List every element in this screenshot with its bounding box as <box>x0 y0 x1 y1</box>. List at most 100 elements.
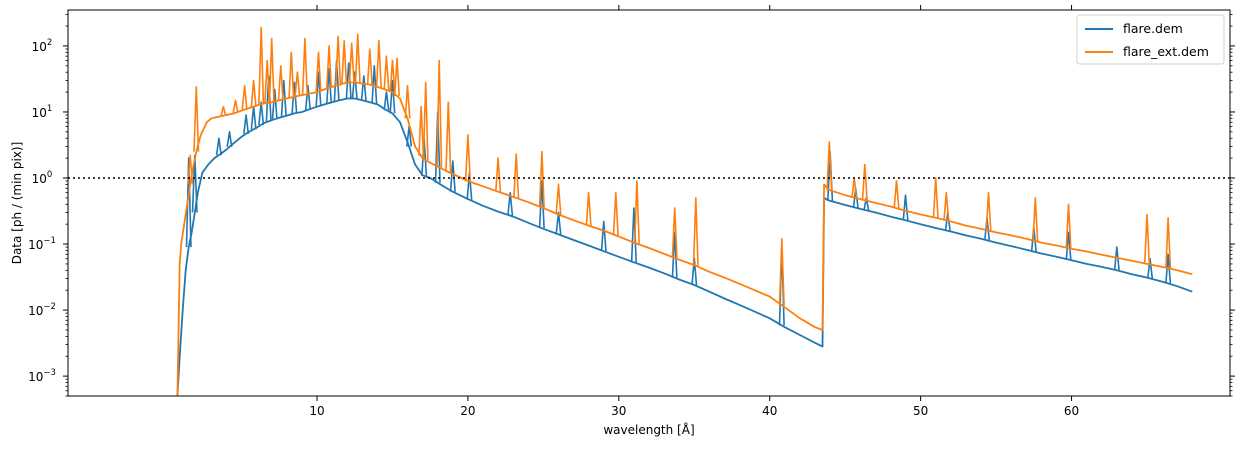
series-1-emission-line-26 <box>422 81 429 161</box>
x-tick-label-5: 60 <box>1064 404 1079 418</box>
series-0-emission-line-31 <box>671 231 678 278</box>
series-1-emission-line-39 <box>778 238 785 306</box>
series-1-emission-line-43 <box>893 180 900 209</box>
y-tick-label-0: 10−3 <box>28 368 56 384</box>
series-0-emission-line-10 <box>291 81 298 114</box>
series-1-emission-line-47 <box>1032 197 1039 242</box>
series-0-emission-line-18 <box>371 65 378 104</box>
series-0-emission-line-12 <box>315 71 322 107</box>
series-0-emission-line-13 <box>326 68 333 104</box>
series-1-emission-line-29 <box>464 134 471 182</box>
series-1-emission-line-16 <box>341 39 348 84</box>
series-1-emission-line-7 <box>264 59 271 103</box>
series-0-emission-line-28 <box>555 211 562 235</box>
series-0-emission-line-5 <box>250 105 257 130</box>
series-line-flare-dem <box>176 97 1193 396</box>
series-0-emission-line-17 <box>360 75 367 101</box>
series-1-emission-line-11 <box>294 71 301 97</box>
series-1-emission-line-1 <box>193 86 200 152</box>
legend-label-flare-dem: flare.dem <box>1123 21 1183 36</box>
series-1-emission-line-45 <box>943 191 950 221</box>
x-tick-label-2: 30 <box>611 404 626 418</box>
series-1-emission-line-22 <box>389 59 396 93</box>
series-1-emission-line-37 <box>671 207 678 258</box>
series-layer <box>176 26 1193 396</box>
series-1-emission-line-20 <box>375 39 382 88</box>
series-1-emission-line-28 <box>445 101 452 172</box>
series-1-emission-line-18 <box>354 33 361 83</box>
series-1-emission-line-36 <box>633 180 640 244</box>
series-0-emission-line-27 <box>538 180 545 229</box>
series-1-emission-line-42 <box>861 163 868 201</box>
series-0-emission-line-0 <box>185 157 192 248</box>
series-0-emission-line-30 <box>630 207 637 263</box>
series-0-emission-line-37 <box>902 194 909 221</box>
y-axis-label: Data [ph / (min pix)] <box>10 142 24 265</box>
series-0-emission-line-16 <box>351 71 358 99</box>
legend-box <box>1076 14 1225 65</box>
plot-area: 10 20 30 40 50 60 10−3 10−2 10−1 100 101 102 wavel… <box>10 5 1235 437</box>
series-1-emission-line-9 <box>277 65 284 101</box>
series-1-emission-line-4 <box>241 84 248 110</box>
series-1-emission-line-10 <box>288 51 295 98</box>
series-0-emission-line-19 <box>383 91 390 111</box>
series-1-emission-line-23 <box>393 57 400 96</box>
series-0-emission-line-15 <box>345 62 352 99</box>
series-1-emission-line-21 <box>383 55 390 90</box>
series-0-emission-line-20 <box>389 79 396 114</box>
legend-label-flare-ext-dem: flare_ext.dem <box>1123 44 1209 59</box>
series-1-emission-line-27 <box>436 59 443 168</box>
series-1-emission-line-0 <box>187 154 194 185</box>
series-1-emission-line-6 <box>258 26 265 105</box>
series-0-emission-line-2 <box>215 137 222 156</box>
series-0-emission-line-41 <box>1065 231 1072 260</box>
series-1-emission-line-46 <box>985 191 992 231</box>
series-1-emission-line-44 <box>932 177 939 218</box>
series-1-emission-line-31 <box>513 153 520 198</box>
x-tick-label-3: 40 <box>762 404 777 418</box>
series-1-emission-line-12 <box>301 37 308 95</box>
x-axis-ticks: 10 20 30 40 50 60 <box>309 5 1079 418</box>
plot-frame <box>67 9 1231 397</box>
series-0-emission-line-42 <box>1113 246 1120 271</box>
series-0-emission-line-43 <box>1147 257 1154 279</box>
series-0-emission-line-44 <box>1165 253 1172 284</box>
series-1-emission-line-14 <box>326 45 333 88</box>
series-1-emission-line-48 <box>1065 203 1072 249</box>
series-1-emission-line-25 <box>418 105 425 156</box>
series-0-emission-line-3 <box>226 131 233 148</box>
series-1-emission-line-34 <box>585 191 592 226</box>
series-1-emission-line-35 <box>612 191 619 236</box>
series-1-emission-line-50 <box>1165 217 1172 269</box>
series-1-emission-line-13 <box>315 51 322 92</box>
series-0-emission-line-9 <box>280 79 287 117</box>
series-0-emission-line-24 <box>449 160 456 192</box>
series-0-emission-line-11 <box>304 84 311 110</box>
series-1-emission-line-30 <box>495 157 502 192</box>
legend: flare.dem flare_ext.dem <box>1076 14 1225 65</box>
series-1-emission-line-40 <box>826 141 833 190</box>
series-0-emission-line-8 <box>271 88 278 120</box>
series-1-emission-line-19 <box>366 48 373 85</box>
series-1-emission-line-38 <box>692 197 699 266</box>
y-tick-label-3: 100 <box>32 170 53 186</box>
x-axis-label: wavelength [Å] <box>603 422 694 437</box>
series-0-emission-line-6 <box>258 101 265 125</box>
series-1-emission-line-24 <box>404 84 411 119</box>
x-tick-label-1: 20 <box>460 404 475 418</box>
series-0-emission-line-29 <box>600 220 607 252</box>
y-tick-label-4: 101 <box>32 104 53 120</box>
series-1-emission-line-2 <box>220 105 227 116</box>
series-1-emission-line-5 <box>250 79 257 107</box>
y-tick-label-5: 102 <box>32 38 53 54</box>
series-line-flare-ext-dem <box>176 81 1193 396</box>
series-0-emission-line-4 <box>243 114 250 134</box>
y-tick-label-2: 10−1 <box>28 236 56 252</box>
series-1-emission-line-33 <box>555 183 562 215</box>
series-1-emission-line-49 <box>1143 213 1151 264</box>
series-1-emission-line-15 <box>335 35 342 86</box>
y-tick-label-1: 10−2 <box>28 302 56 318</box>
series-1-emission-line-32 <box>538 150 545 208</box>
series-1-emission-line-8 <box>268 37 275 103</box>
